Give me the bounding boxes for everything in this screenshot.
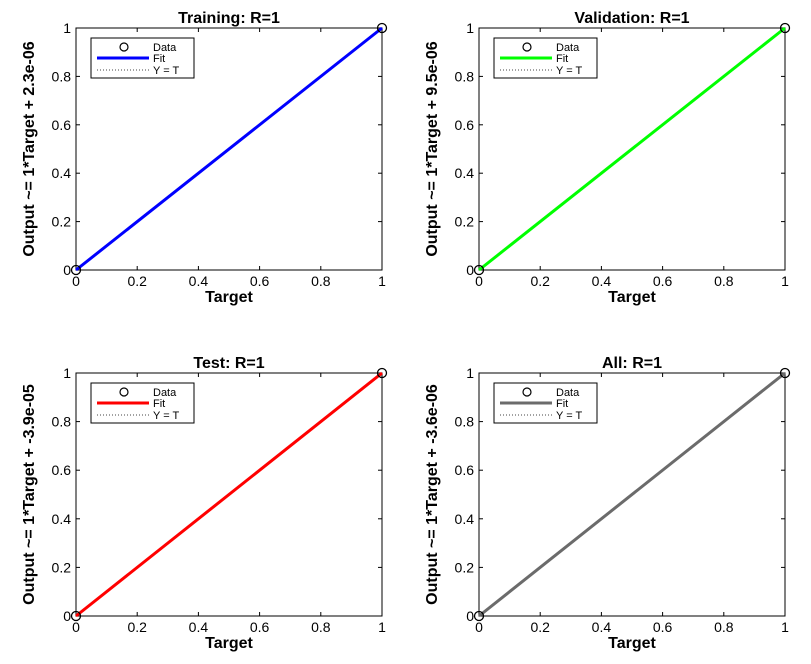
y-tick-label: 0 <box>466 608 474 624</box>
x-tick-label: 0.4 <box>189 619 209 635</box>
y-tick-label: 0.6 <box>455 117 475 133</box>
legend-data-marker <box>119 387 129 397</box>
panel-title: Test: R=1 <box>193 355 264 372</box>
data-point <box>779 367 791 379</box>
legend-entry-label: Y = T <box>556 410 582 422</box>
x-axis-label: Target <box>205 289 253 306</box>
x-tick-label: 0.6 <box>250 273 270 289</box>
y-axis-label: Output ~= 1*Target + 9.5e-06 <box>424 41 441 256</box>
legend-data-marker <box>522 42 532 52</box>
legend-entry-label: Y = T <box>556 65 582 77</box>
fit-line <box>75 26 383 272</box>
y-tick-label: 0.4 <box>455 511 475 527</box>
y-tick-label: 0.2 <box>455 559 475 575</box>
panel-title: All: R=1 <box>602 355 662 372</box>
panel-title: Training: R=1 <box>178 10 280 27</box>
y-tick-label: 0.2 <box>52 559 72 575</box>
y-tick-label: 1 <box>466 20 474 36</box>
y-tick-label: 0 <box>63 262 71 278</box>
legend-entry-label: Fit <box>153 398 165 410</box>
legend-entry-label: Fit <box>153 53 165 65</box>
y-axis-label: Output ~= 1*Target + -3.6e-06 <box>424 384 441 605</box>
x-tick-label: 0.2 <box>530 273 550 289</box>
legend-entry-label: Data <box>556 42 580 54</box>
y-tick-label: 1 <box>63 365 71 381</box>
legend-entry-label: Fit <box>556 53 568 65</box>
y-tick-label: 0.8 <box>52 414 72 430</box>
fit-line <box>478 26 786 272</box>
fit-line <box>75 371 383 618</box>
y-tick-label: 0.4 <box>52 165 72 181</box>
data-point <box>473 610 485 622</box>
y-tick-label: 1 <box>63 20 71 36</box>
y-tick-label: 0.4 <box>52 511 72 527</box>
x-tick-label: 0.8 <box>714 273 734 289</box>
x-tick-label: 0.6 <box>653 619 673 635</box>
x-tick-label: 0.6 <box>653 273 673 289</box>
x-axis-label: Target <box>608 289 656 306</box>
x-tick-label: 0.4 <box>592 619 612 635</box>
x-tick-label: 0 <box>475 273 483 289</box>
y-tick-label: 0.2 <box>455 214 475 230</box>
x-tick-label: 0.2 <box>530 619 550 635</box>
legend-entry-label: Data <box>153 42 177 54</box>
x-axis-label: Target <box>608 635 656 652</box>
legend-entry-label: Data <box>556 387 580 399</box>
legend-entry-label: Y = T <box>153 410 179 422</box>
panel-title: Validation: R=1 <box>574 10 689 27</box>
legend-entry-label: Fit <box>556 398 568 410</box>
y-tick-label: 0.8 <box>455 414 475 430</box>
x-tick-label: 0.8 <box>311 273 331 289</box>
legend-entry-label: Y = T <box>153 65 179 77</box>
data-point <box>70 610 82 622</box>
fit-line <box>478 371 786 618</box>
x-tick-label: 0.6 <box>250 619 270 635</box>
x-tick-label: 1 <box>378 273 386 289</box>
legend-data-marker <box>522 387 532 397</box>
data-point <box>70 264 82 276</box>
data-point <box>376 22 388 34</box>
x-tick-label: 1 <box>378 619 386 635</box>
y-axis-label: Output ~= 1*Target + 2.3e-06 <box>21 41 38 256</box>
x-tick-label: 1 <box>781 273 789 289</box>
x-tick-label: 0.8 <box>311 619 331 635</box>
y-tick-label: 0.4 <box>455 165 475 181</box>
y-tick-label: 0.2 <box>52 214 72 230</box>
x-tick-label: 0 <box>72 273 80 289</box>
x-tick-label: 0.8 <box>714 619 734 635</box>
legend-data-marker <box>119 42 129 52</box>
data-point <box>376 367 388 379</box>
y-tick-label: 0.6 <box>52 462 72 478</box>
x-tick-label: 0 <box>72 619 80 635</box>
y-tick-label: 0.6 <box>52 117 72 133</box>
x-tick-label: 0.2 <box>127 273 147 289</box>
x-tick-label: 0.4 <box>189 273 209 289</box>
legend-entry-label: Data <box>153 387 177 399</box>
y-tick-label: 0.8 <box>52 68 72 84</box>
data-point <box>473 264 485 276</box>
y-tick-label: 1 <box>466 365 474 381</box>
y-axis-label: Output ~= 1*Target + -3.9e-05 <box>21 384 38 605</box>
data-point <box>779 22 791 34</box>
y-tick-label: 0.8 <box>455 68 475 84</box>
x-axis-label: Target <box>205 635 253 652</box>
x-tick-label: 0.2 <box>127 619 147 635</box>
y-tick-label: 0 <box>63 608 71 624</box>
y-tick-label: 0.6 <box>455 462 475 478</box>
x-tick-label: 0.4 <box>592 273 612 289</box>
x-tick-label: 0 <box>475 619 483 635</box>
x-tick-label: 1 <box>781 619 789 635</box>
y-tick-label: 0 <box>466 262 474 278</box>
